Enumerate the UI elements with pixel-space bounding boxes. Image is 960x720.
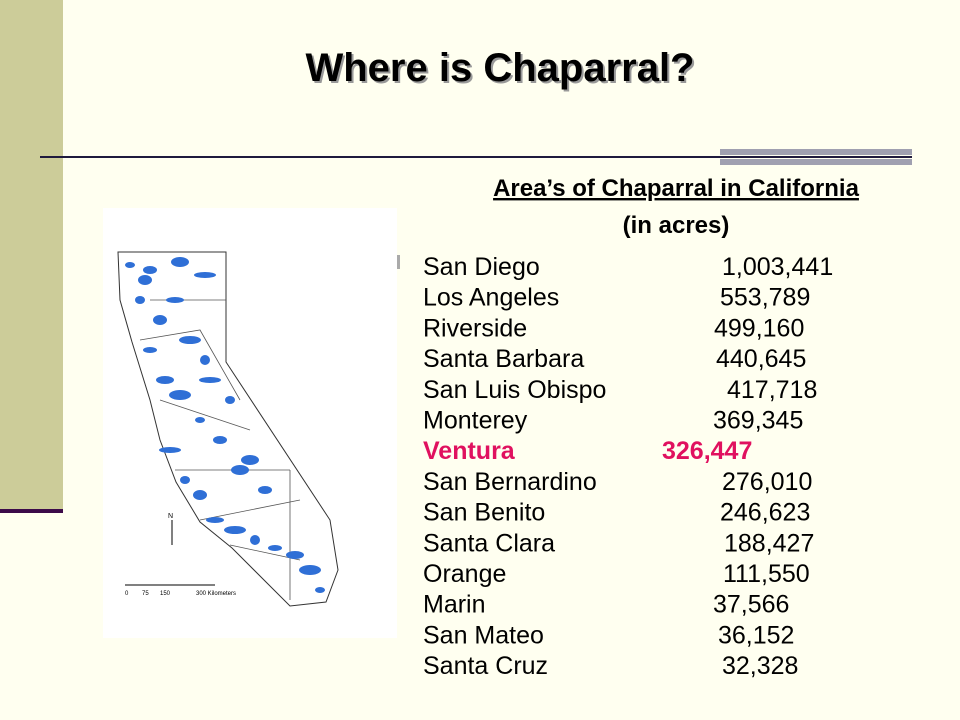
row-value: 440,645 — [716, 345, 806, 373]
map: N — [103, 208, 397, 638]
chaparral-patch — [225, 396, 235, 404]
accent-bar — [720, 159, 912, 165]
chaparral-patch — [200, 355, 210, 365]
row-name: San Luis Obispo — [423, 376, 606, 404]
chaparral-patch — [143, 266, 157, 274]
chaparral-patch — [206, 517, 224, 523]
chaparral-patch — [195, 417, 205, 423]
scale-label: 300 Kilometers — [196, 591, 236, 597]
row-value: 1,003,441 — [722, 253, 833, 281]
row-name: Riverside — [423, 314, 527, 342]
row-value: 326,447 — [662, 437, 752, 465]
chaparral-patch — [199, 377, 221, 383]
scale-label: 150 — [160, 591, 171, 597]
chaparral-patch — [169, 390, 191, 400]
row-name: Monterey — [423, 407, 528, 435]
scale-label: 0 — [125, 591, 129, 597]
row-value: 417,718 — [727, 376, 817, 404]
chaparral-patch — [250, 535, 260, 545]
row-value: 553,789 — [720, 284, 810, 312]
row-name: Orange — [423, 560, 506, 588]
row-name: Marin — [423, 591, 486, 619]
chaparral-patch — [125, 262, 135, 268]
row-value: 37,566 — [713, 591, 789, 619]
title: Where is Chaparral? — [305, 46, 694, 90]
chaparral-patch — [143, 347, 157, 353]
side-rule — [0, 509, 63, 513]
chaparral-patch — [194, 272, 216, 278]
row-value: 276,010 — [722, 468, 812, 496]
row-name: Santa Cruz — [423, 652, 548, 680]
chaparral-patch — [179, 336, 201, 344]
chaparral-patch — [153, 315, 167, 325]
chaparral-patch — [268, 545, 282, 551]
row-name: Santa Barbara — [423, 345, 584, 373]
chaparral-patch — [224, 526, 246, 534]
chaparral-patch — [193, 490, 207, 500]
accent-bar — [720, 149, 912, 155]
row-value: 188,427 — [724, 529, 814, 557]
chaparral-patch — [213, 436, 227, 444]
chaparral-patch — [231, 465, 249, 475]
chaparral-patch — [138, 275, 152, 285]
row-value: 36,152 — [718, 621, 794, 649]
chaparral-patch — [180, 476, 190, 484]
chaparral-patch — [171, 257, 189, 267]
chaparral-areas — [125, 257, 325, 593]
row-name: San Benito — [423, 499, 545, 527]
chaparral-patch — [299, 565, 321, 575]
chaparral-patch — [135, 296, 145, 304]
row-value: 32,328 — [722, 652, 798, 680]
chaparral-patch — [258, 486, 272, 494]
chaparral-patch — [166, 297, 184, 303]
scale-label: 75 — [142, 591, 149, 597]
row-name: Santa Clara — [423, 529, 555, 557]
row-value: 369,345 — [713, 407, 803, 435]
row-name: San Diego — [423, 253, 540, 281]
row-name: San Bernardino — [423, 468, 597, 496]
chaparral-patch — [159, 447, 181, 453]
row-name: Ventura — [423, 437, 516, 465]
side-band — [0, 0, 63, 510]
chaparral-patch — [156, 376, 174, 384]
state-outline — [117, 251, 339, 607]
chaparral-patch — [286, 551, 304, 559]
table-caption: Area’s of Chaparral in California — [493, 175, 860, 202]
row-value: 111,550 — [723, 560, 810, 588]
chaparral-patch — [315, 587, 325, 593]
table-unit: (in acres) — [623, 212, 730, 239]
chaparral-patch — [241, 455, 259, 465]
row-value: 246,623 — [720, 499, 810, 527]
north-label: N — [168, 513, 173, 520]
row-name: San Mateo — [423, 621, 544, 649]
row-name: Los Angeles — [423, 284, 559, 312]
row-value: 499,160 — [714, 314, 804, 342]
title-shadow: Where is Chaparral? — [307, 48, 696, 92]
